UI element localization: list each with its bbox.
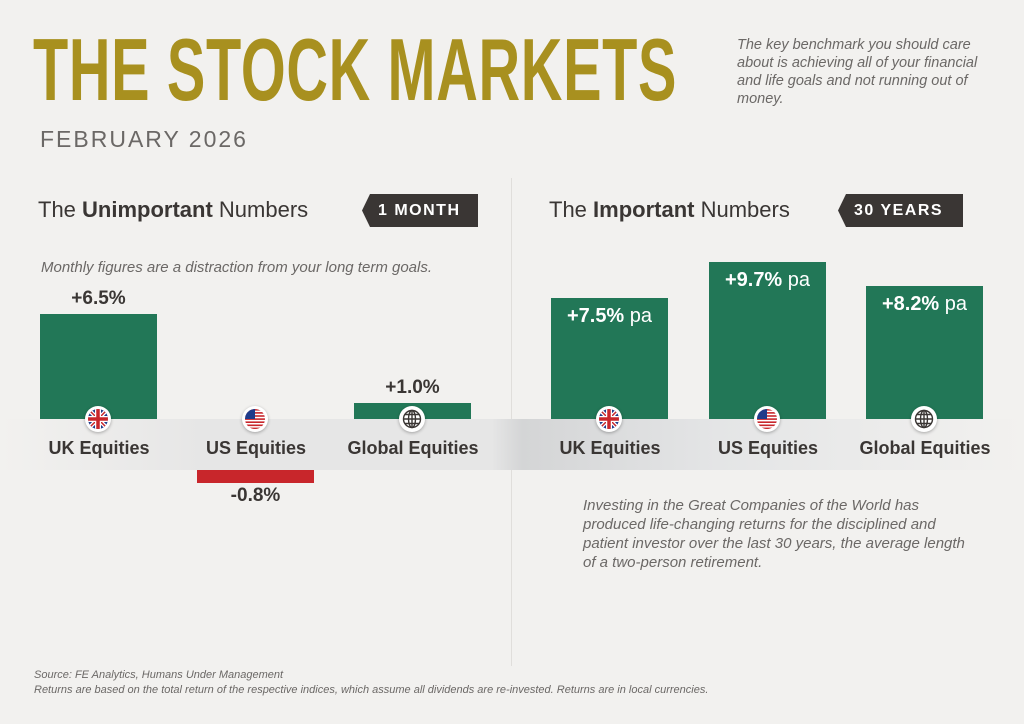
value-text: +1.0% xyxy=(385,376,440,398)
page-title: THE STOCK MARKETS xyxy=(33,20,678,119)
uk-flag-icon xyxy=(596,406,622,432)
value-label: +7.5% pa xyxy=(551,305,668,328)
right-note: Investing in the Great Companies of the … xyxy=(583,497,965,571)
category-label: UK Equities xyxy=(559,438,661,458)
globe-icon xyxy=(399,406,425,432)
category-label: Global Equities xyxy=(347,438,479,458)
us-flag-icon xyxy=(754,406,780,432)
unit-text: pa xyxy=(939,293,968,316)
unit-text: pa xyxy=(782,268,811,291)
bar-us-equities xyxy=(709,261,826,419)
bar-uk-equities xyxy=(40,313,157,419)
value-label: +8.2% pa xyxy=(866,293,983,316)
bar-global-equities xyxy=(866,286,983,419)
source-note: Source: FE Analytics, Humans Under Manag… xyxy=(34,669,284,681)
left-note: Monthly figures are a distraction from y… xyxy=(41,259,433,276)
category-label: US Equities xyxy=(205,438,307,458)
bar-uk-equities xyxy=(551,297,668,419)
right-heading: The Important Numbers xyxy=(549,197,790,223)
heading-bold: Important xyxy=(593,197,695,222)
intro-text: The key benchmark you should care about … xyxy=(737,37,978,107)
value-label: +6.5% xyxy=(40,288,157,310)
category-label: UK Equities xyxy=(48,438,150,458)
heading-pre: The xyxy=(38,197,83,222)
value-label: +9.7% pa xyxy=(709,269,826,292)
value-text: +7.5% xyxy=(566,304,625,327)
bar-us-equities xyxy=(197,470,314,483)
heading-post: Numbers xyxy=(212,197,309,222)
heading-post: Numbers xyxy=(694,197,790,222)
value-label: +1.0% xyxy=(354,377,471,399)
period-badge-30-years: 30 YEARS xyxy=(838,194,963,227)
category-label: US Equities xyxy=(717,438,819,458)
value-label: -0.8% xyxy=(197,485,314,507)
heading-pre: The xyxy=(549,197,594,222)
value-text: -0.8% xyxy=(230,484,281,506)
us-flag-icon xyxy=(242,406,268,432)
value-text: +6.5% xyxy=(71,287,126,309)
category-label: Global Equities xyxy=(859,438,991,458)
category-band xyxy=(0,419,1024,470)
left-heading: The Unimportant Numbers xyxy=(38,197,308,223)
report-date: FEBRUARY 2026 xyxy=(40,126,248,152)
unit-text: pa xyxy=(624,304,653,327)
disclaimer: Returns are based on the total return of… xyxy=(34,684,709,696)
value-text: +9.7% xyxy=(724,268,783,291)
globe-icon xyxy=(911,406,937,432)
uk-flag-icon xyxy=(85,406,111,432)
heading-bold: Unimportant xyxy=(82,197,213,222)
value-text: +8.2% xyxy=(881,293,940,316)
period-badge-1-month: 1 MONTH xyxy=(362,194,478,227)
